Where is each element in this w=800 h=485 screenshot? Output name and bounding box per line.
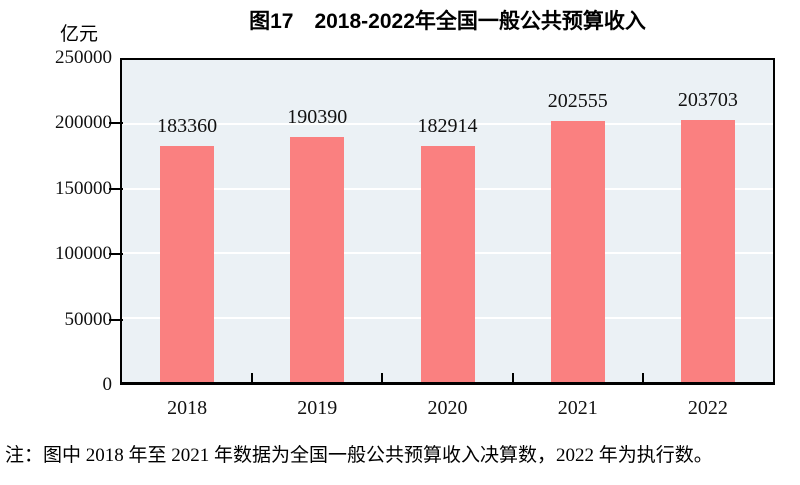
gridline	[122, 123, 773, 126]
x-axis-boundary-tick	[511, 373, 514, 382]
y-tick	[109, 318, 123, 321]
bar	[420, 146, 475, 382]
y-axis-unit-label: 亿元	[60, 24, 99, 45]
x-tick-label: 2022	[687, 397, 728, 419]
y-tick	[109, 122, 123, 125]
x-tick-label: 2020	[427, 397, 468, 419]
y-tick	[109, 253, 123, 256]
y-tick-label: 0	[102, 374, 113, 395]
y-tick-label: 150000	[55, 177, 112, 199]
y-tick	[109, 187, 123, 190]
y-tick-label: 50000	[64, 308, 113, 330]
bar-value-label: 182914	[417, 115, 478, 137]
chart-footnote: 注：图中 2018 年至 2021 年数据为全国一般公共预算收入决算数，2022…	[5, 445, 713, 466]
chart-title: 图17 2018-2022年全国一般公共预算收入	[249, 10, 646, 33]
x-tick-label: 2019	[297, 397, 338, 419]
plot-area: 183360 190390 182914 202555 203703	[120, 58, 775, 385]
bar	[550, 121, 605, 382]
x-tick-label: 2021	[557, 397, 598, 419]
bar-value-label: 203703	[677, 89, 738, 111]
bar	[680, 120, 735, 382]
x-axis-boundary-tick	[251, 373, 254, 382]
y-tick-label: 100000	[55, 243, 112, 265]
x-axis-boundary-tick	[641, 373, 644, 382]
bar-value-label: 183360	[157, 115, 218, 137]
y-tick-label: 250000	[55, 47, 112, 68]
x-tick-label: 2018	[167, 397, 208, 419]
bar	[290, 137, 345, 382]
bar-value-label: 190390	[287, 106, 348, 128]
x-axis-boundary-tick	[381, 373, 384, 382]
bar	[160, 146, 215, 382]
bar-value-label: 202555	[547, 90, 608, 112]
y-tick-label: 200000	[55, 112, 112, 134]
